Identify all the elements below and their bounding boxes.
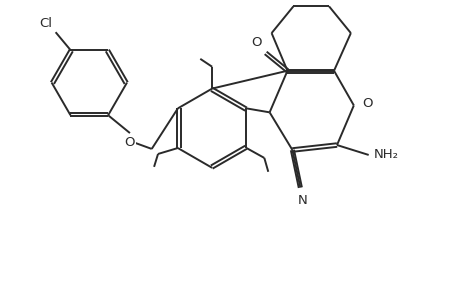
Text: NH₂: NH₂ <box>373 148 398 161</box>
Text: N: N <box>297 194 307 207</box>
Text: O: O <box>124 136 135 149</box>
Text: Cl: Cl <box>39 17 52 30</box>
Text: O: O <box>361 97 371 110</box>
Text: O: O <box>251 36 261 49</box>
